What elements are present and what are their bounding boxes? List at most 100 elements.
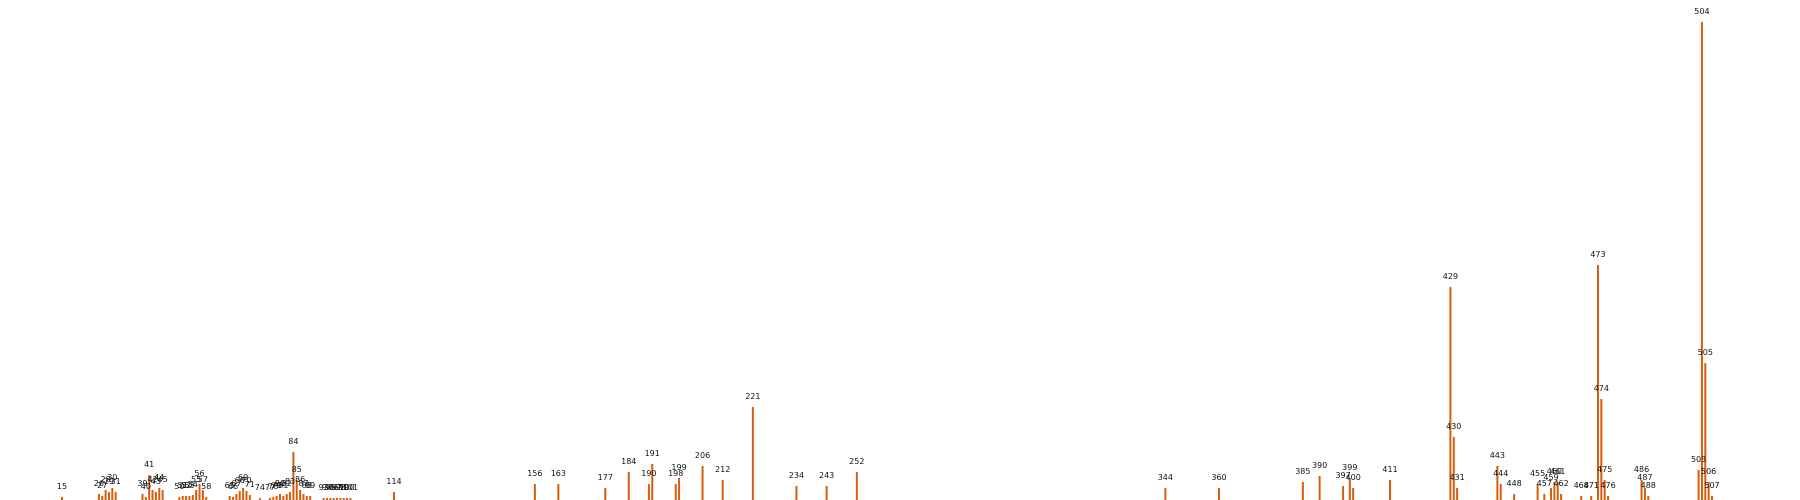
bar-475 <box>1603 480 1606 500</box>
bar-label-97: 97 <box>332 483 342 492</box>
bar-label-430: 430 <box>1446 422 1461 431</box>
bar-431 <box>1456 488 1459 500</box>
bar-503 <box>1697 470 1700 500</box>
bar-505 <box>1704 363 1707 500</box>
bar-label-70: 70 <box>241 476 251 485</box>
bar-50 <box>178 497 181 500</box>
bar-label-41: 41 <box>144 460 154 469</box>
bar-label-99: 99 <box>339 483 349 492</box>
bar-44 <box>158 488 161 500</box>
bar-label-191: 191 <box>645 449 660 458</box>
bar-label-488: 488 <box>1641 481 1656 490</box>
bar-43 <box>154 492 157 500</box>
bar-label-177: 177 <box>598 473 613 482</box>
bar-label-51: 51 <box>178 481 188 490</box>
bar-label-444: 444 <box>1493 469 1508 478</box>
bar-234 <box>795 486 798 500</box>
bar-344 <box>1164 488 1167 500</box>
bar-507 <box>1711 496 1713 500</box>
bar-label-431: 431 <box>1449 473 1464 482</box>
bar-459 <box>1550 488 1553 500</box>
bar-67 <box>235 494 238 500</box>
bar-label-163: 163 <box>551 469 566 478</box>
bar-85 <box>295 480 298 500</box>
bar-label-55: 55 <box>191 475 201 484</box>
bar-label-42: 42 <box>147 475 157 484</box>
bar-504 <box>1700 22 1703 500</box>
bar-430 <box>1452 437 1455 500</box>
bar-198 <box>674 484 677 500</box>
bar-label-212: 212 <box>715 465 730 474</box>
bar-label-234: 234 <box>789 471 804 480</box>
bar-label-27: 27 <box>97 481 107 490</box>
bar-label-67: 67 <box>231 479 241 488</box>
bar-487 <box>1643 488 1646 500</box>
bar-190 <box>647 484 650 500</box>
bar-label-87: 87 <box>298 479 308 488</box>
bar-53 <box>188 496 191 500</box>
bar-163 <box>557 484 560 500</box>
bar-label-82: 82 <box>282 479 292 488</box>
bar-label-471: 471 <box>1584 481 1599 490</box>
bar-57 <box>201 490 204 500</box>
bar-473 <box>1596 265 1599 500</box>
bar-label-98: 98 <box>335 483 345 492</box>
bar-label-29: 29 <box>104 477 114 486</box>
bar-label-503: 503 <box>1691 455 1706 464</box>
bar-69 <box>242 488 245 500</box>
bar-27 <box>101 496 104 500</box>
bar-360 <box>1218 488 1221 500</box>
bar-476 <box>1607 496 1610 500</box>
bar-label-57: 57 <box>198 475 208 484</box>
bar-468 <box>1580 496 1583 500</box>
bar-label-88: 88 <box>302 481 312 490</box>
bar-label-101: 101 <box>343 483 358 492</box>
bar-label-78: 78 <box>268 482 278 491</box>
bar-42 <box>151 490 154 500</box>
bar-84 <box>292 452 295 500</box>
bar-label-28: 28 <box>101 475 111 484</box>
bar-label-486: 486 <box>1634 465 1649 474</box>
bar-label-443: 443 <box>1490 451 1505 460</box>
bar-label-344: 344 <box>1158 473 1173 482</box>
bar-429 <box>1449 287 1452 500</box>
bar-156 <box>533 484 536 500</box>
bar-93 <box>322 498 325 500</box>
bar-184 <box>627 472 630 500</box>
bar-label-68: 68 <box>235 476 245 485</box>
bar-455 <box>1536 484 1539 500</box>
bar-98 <box>339 498 342 500</box>
bar-486 <box>1640 480 1643 500</box>
bar-label-190: 190 <box>641 469 656 478</box>
bar-385 <box>1301 482 1304 500</box>
bar-label-84: 84 <box>288 437 298 446</box>
bar-488 <box>1647 496 1650 500</box>
bar-label-399: 399 <box>1342 463 1357 472</box>
bar-label-198: 198 <box>668 469 683 478</box>
bar-70 <box>245 491 248 500</box>
bar-29 <box>107 492 110 500</box>
bar-label-93: 93 <box>318 483 328 492</box>
bar-label-448: 448 <box>1506 479 1521 488</box>
bar-label-505: 505 <box>1698 348 1713 357</box>
bar-label-457: 457 <box>1537 479 1552 488</box>
bar-86 <box>299 490 302 500</box>
bar-label-86: 86 <box>295 475 305 484</box>
bar-31 <box>114 492 117 500</box>
bar-206 <box>701 466 704 500</box>
bar-81 <box>282 496 285 500</box>
bar-label-206: 206 <box>695 451 710 460</box>
bar-label-53: 53 <box>184 481 194 490</box>
bar-26 <box>97 494 100 500</box>
bar-80 <box>278 494 281 500</box>
bar-444 <box>1499 484 1502 500</box>
bar-label-459: 459 <box>1543 473 1558 482</box>
bar-28 <box>104 490 107 500</box>
bar-label-400: 400 <box>1346 473 1361 482</box>
bar-label-52: 52 <box>181 481 191 490</box>
bar-99 <box>342 498 345 500</box>
bar-label-460: 460 <box>1547 467 1562 476</box>
bar-label-39: 39 <box>137 479 147 488</box>
bar-label-243: 243 <box>819 471 834 480</box>
